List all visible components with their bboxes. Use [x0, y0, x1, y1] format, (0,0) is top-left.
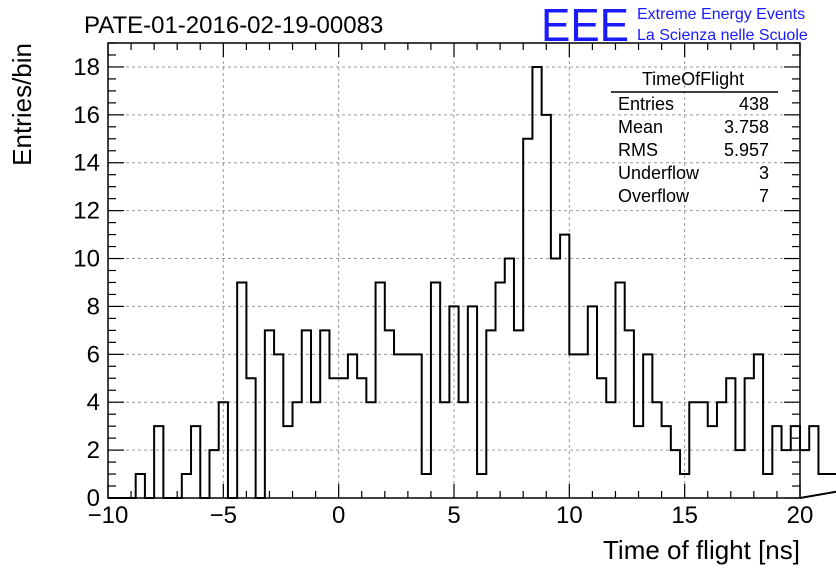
- histogram-bin: [671, 450, 680, 498]
- histogram-bin: [726, 378, 735, 498]
- histogram-bin: [735, 450, 744, 498]
- stats-row-value: 3.758: [724, 117, 769, 137]
- histogram-bin: [625, 330, 634, 498]
- y-tick-label: 12: [73, 198, 100, 225]
- histogram-bin: [320, 330, 329, 498]
- histogram-bin: [209, 450, 218, 498]
- stats-row-label: Underflow: [618, 163, 700, 183]
- chart-title: PATE-01-2016-02-19-00083: [84, 12, 383, 39]
- stats-row-value: 438: [739, 94, 769, 114]
- histogram-bin: [523, 139, 532, 498]
- histogram-bin: [569, 354, 578, 498]
- histogram-bin: [265, 330, 274, 498]
- x-tick-labels: −10 −5 0 5 10 15 20: [88, 502, 814, 529]
- histogram-bin: [772, 426, 781, 498]
- histogram-bin: [302, 330, 311, 498]
- x-tick-label: −10: [88, 502, 129, 529]
- x-tick-label: 15: [671, 502, 698, 529]
- histogram-bin: [532, 67, 541, 498]
- x-tick-label: −5: [210, 502, 237, 529]
- histogram-bin: [486, 330, 495, 498]
- y-tick-label: 18: [73, 54, 100, 81]
- stats-row-label: Entries: [618, 94, 674, 114]
- histogram-bin: [412, 354, 421, 498]
- logo-line2: La Scienza nelle Scuole: [637, 27, 808, 44]
- histogram-bin: [708, 426, 717, 498]
- grid-lines: [108, 43, 800, 498]
- histogram-bin: [357, 378, 366, 498]
- y-axis-label: Entries/bin: [7, 43, 37, 166]
- y-tick-label: 16: [73, 102, 100, 129]
- y-tick-labels: 0 2 4 6 8 10 12 14 16 18: [73, 54, 100, 512]
- histogram-bin: [809, 426, 818, 498]
- y-tick-label: 14: [73, 150, 100, 177]
- histogram-bin: [828, 474, 836, 498]
- histogram-bin: [154, 426, 163, 498]
- histogram-bin: [551, 259, 560, 498]
- y-tick-label: 8: [87, 293, 100, 320]
- histogram-bin: [422, 474, 431, 498]
- x-tick-label: 20: [787, 502, 814, 529]
- x-tick-label: 10: [556, 502, 583, 529]
- y-tick-label: 10: [73, 246, 100, 273]
- histogram-bin: [339, 378, 348, 498]
- histogram-bin: [348, 354, 357, 498]
- histogram-bin: [477, 474, 486, 498]
- histogram-bin: [385, 330, 394, 498]
- histogram-bin: [246, 378, 255, 498]
- x-tick-label: 0: [332, 502, 345, 529]
- stats-box-title: TimeOfFlight: [642, 69, 744, 89]
- stats-row-label: RMS: [618, 140, 658, 160]
- logo-line1: Extreme Energy Events: [637, 6, 805, 23]
- histogram-bin: [615, 282, 624, 498]
- stats-row-label: Mean: [618, 117, 663, 137]
- stats-row-value: 7: [759, 186, 769, 206]
- histogram-bin: [662, 426, 671, 498]
- histogram-bin: [560, 235, 569, 498]
- histogram-bin: [505, 259, 514, 498]
- y-tick-label: 2: [87, 437, 100, 464]
- y-tick-label: 0: [87, 485, 100, 512]
- histogram-bin: [403, 354, 412, 498]
- stats-box: TimeOfFlight Entries 438 Mean 3.758 RMS 5.957…: [611, 69, 778, 206]
- histogram-bin: [283, 426, 292, 498]
- histogram-bin: [191, 426, 200, 498]
- stats-row-value: 3: [759, 163, 769, 183]
- eee-logo: EEE Extreme Energy Events La Scienza nel…: [541, 0, 808, 51]
- axis-ticks: [107, 42, 801, 499]
- histogram-bin: [496, 282, 505, 498]
- histogram-bin: [394, 354, 403, 498]
- histogram-bin: [329, 378, 338, 498]
- x-axis-label: Time of flight [ns]: [603, 535, 800, 565]
- stats-row-label: Overflow: [618, 186, 690, 206]
- x-tick-label: 5: [447, 502, 460, 529]
- histogram-bin: [597, 378, 606, 498]
- histogram-bin: [643, 354, 652, 498]
- histogram-bin: [514, 330, 523, 498]
- histogram-bin: [136, 474, 145, 498]
- histogram-bin: [182, 474, 191, 498]
- histogram-bin: [763, 474, 772, 498]
- histogram-bin: [376, 282, 385, 498]
- histogram-bin: [782, 450, 791, 498]
- histogram-bin: [754, 354, 763, 498]
- histogram-bin: [800, 450, 809, 498]
- histogram-bin: [634, 426, 643, 498]
- histogram-bin: [237, 282, 246, 498]
- y-tick-label: 6: [87, 341, 100, 368]
- histogram-bin: [579, 354, 588, 498]
- histogram-bin: [274, 354, 283, 498]
- y-tick-label: 4: [87, 389, 100, 416]
- stats-row-value: 5.957: [724, 140, 769, 160]
- histogram-bin: [745, 378, 754, 498]
- histogram-bin: [431, 282, 440, 498]
